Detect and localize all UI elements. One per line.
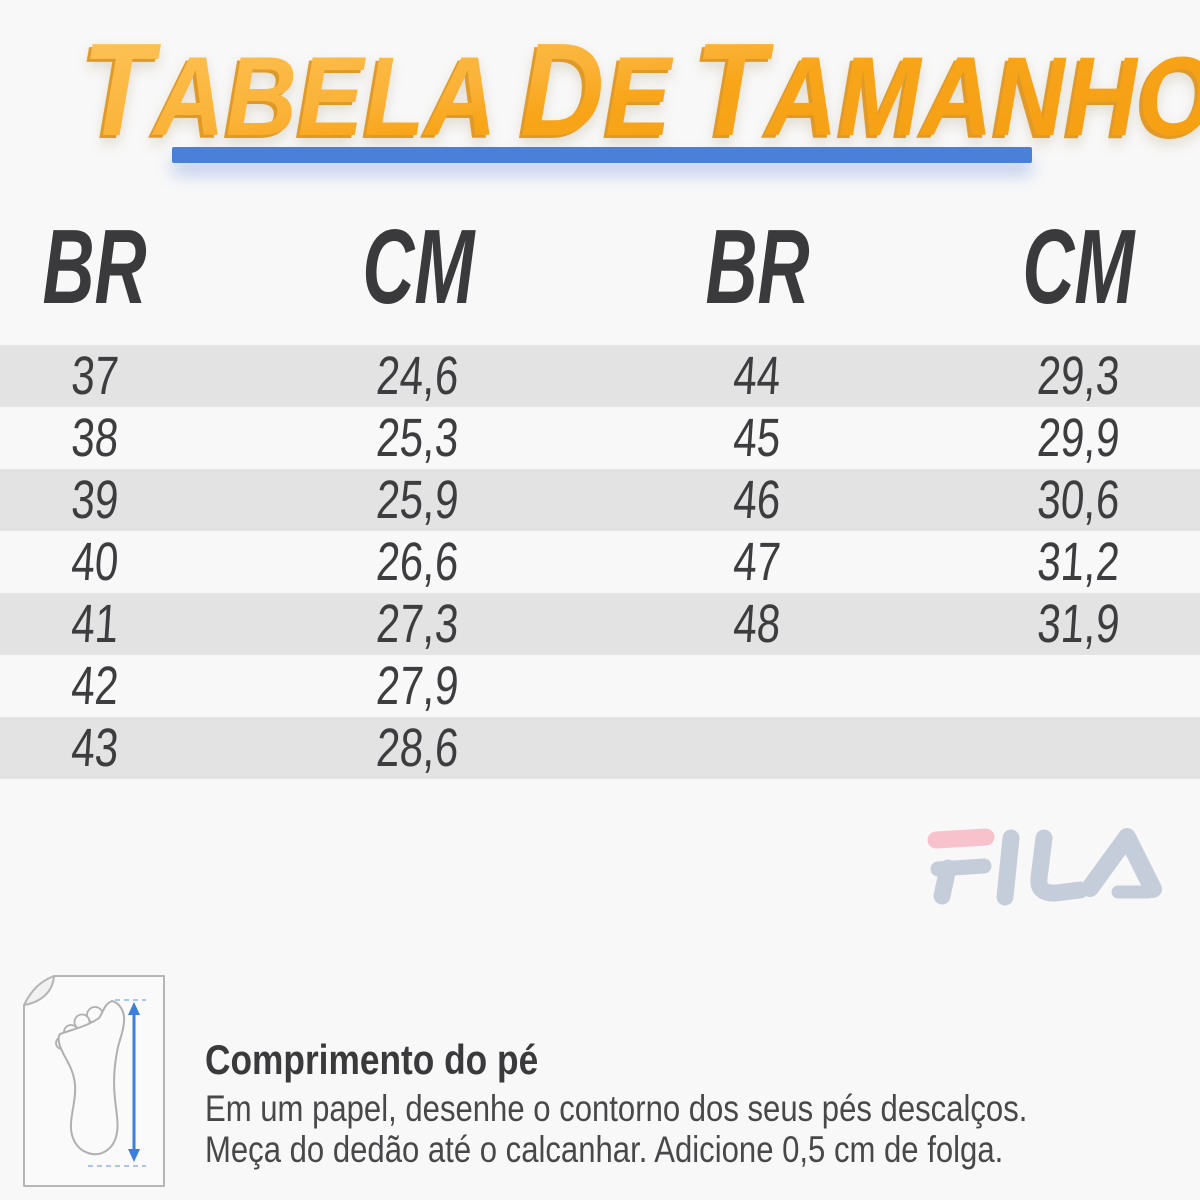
fila-i [996,829,1020,906]
cm-value: 27,9 [374,656,462,716]
br-size: 48 [732,594,783,654]
paper-fold-corner [23,975,55,1006]
cm-value: 25,3 [374,408,462,468]
fila-logo [927,828,1162,906]
br-size: 45 [732,408,783,468]
table-row: 38 25,3 45 29,9 [0,407,1200,469]
title-underline [172,147,1032,163]
measure-arrow [128,1002,140,1162]
fila-f-stem [933,859,957,905]
cm-value: 26,6 [374,532,462,592]
table-row: 41 27,3 48 31,9 [0,593,1200,655]
table-row: 40 26,6 47 31,2 [0,531,1200,593]
instructions-line-1: Em um papel, desenhe o contorno dos seus… [205,1088,1028,1129]
cm-value: 29,3 [1035,346,1122,406]
br-size: 42 [69,656,121,716]
arrowhead-down [128,1149,140,1162]
size-table-header-row: BR CM BR CM [0,214,1200,320]
instructions-heading: Comprimento do pé [205,1036,539,1083]
fila-f-top-bar [927,828,995,849]
cm-value: 25,9 [374,470,462,530]
table-row: 37 24,6 44 29,3 [0,345,1200,407]
header-cell-br-2: BR [705,208,810,326]
foot-measurement-icon [23,975,165,1187]
cm-value: 31,2 [1035,532,1122,592]
header-cell-br-1: BR [42,208,148,326]
size-table: 37 24,6 44 29,3 38 25,3 45 29,9 39 25,9 … [0,345,1200,779]
fila-l [1030,829,1089,902]
page-title-text: TABELADETAMANHOS [82,24,1200,156]
br-size: 44 [732,346,783,406]
header-cell-cm-2: CM [1022,208,1135,326]
br-size: 41 [69,594,121,654]
instructions-body: Em um papel, desenhe o contorno dos seus… [205,1088,1184,1170]
cm-value: 29,9 [1035,408,1122,468]
page-title: TABELADETAMANHOS [0,24,1200,156]
cm-value: 30,6 [1035,470,1122,530]
table-row: 43 28,6 [0,717,1200,779]
arrowhead-up [128,1002,140,1015]
br-size: 40 [69,532,121,592]
instructions-line-2: Meça do dedão até o calcanhar. Adicione … [205,1129,1004,1170]
cm-value: 28,6 [374,718,462,778]
cm-value: 31,9 [1035,594,1122,654]
foot-outline [57,1000,126,1156]
table-row: 42 27,9 [0,655,1200,717]
cm-value: 27,3 [374,594,462,654]
br-size: 38 [69,408,121,468]
br-size: 46 [732,470,783,530]
br-size: 43 [69,718,121,778]
br-size: 37 [69,346,121,406]
cm-value: 24,6 [374,346,462,406]
br-size: 47 [732,532,783,592]
fila-a [1081,828,1162,898]
table-row: 39 25,9 46 30,6 [0,469,1200,531]
header-cell-cm-1: CM [361,208,475,326]
br-size: 39 [69,470,121,530]
